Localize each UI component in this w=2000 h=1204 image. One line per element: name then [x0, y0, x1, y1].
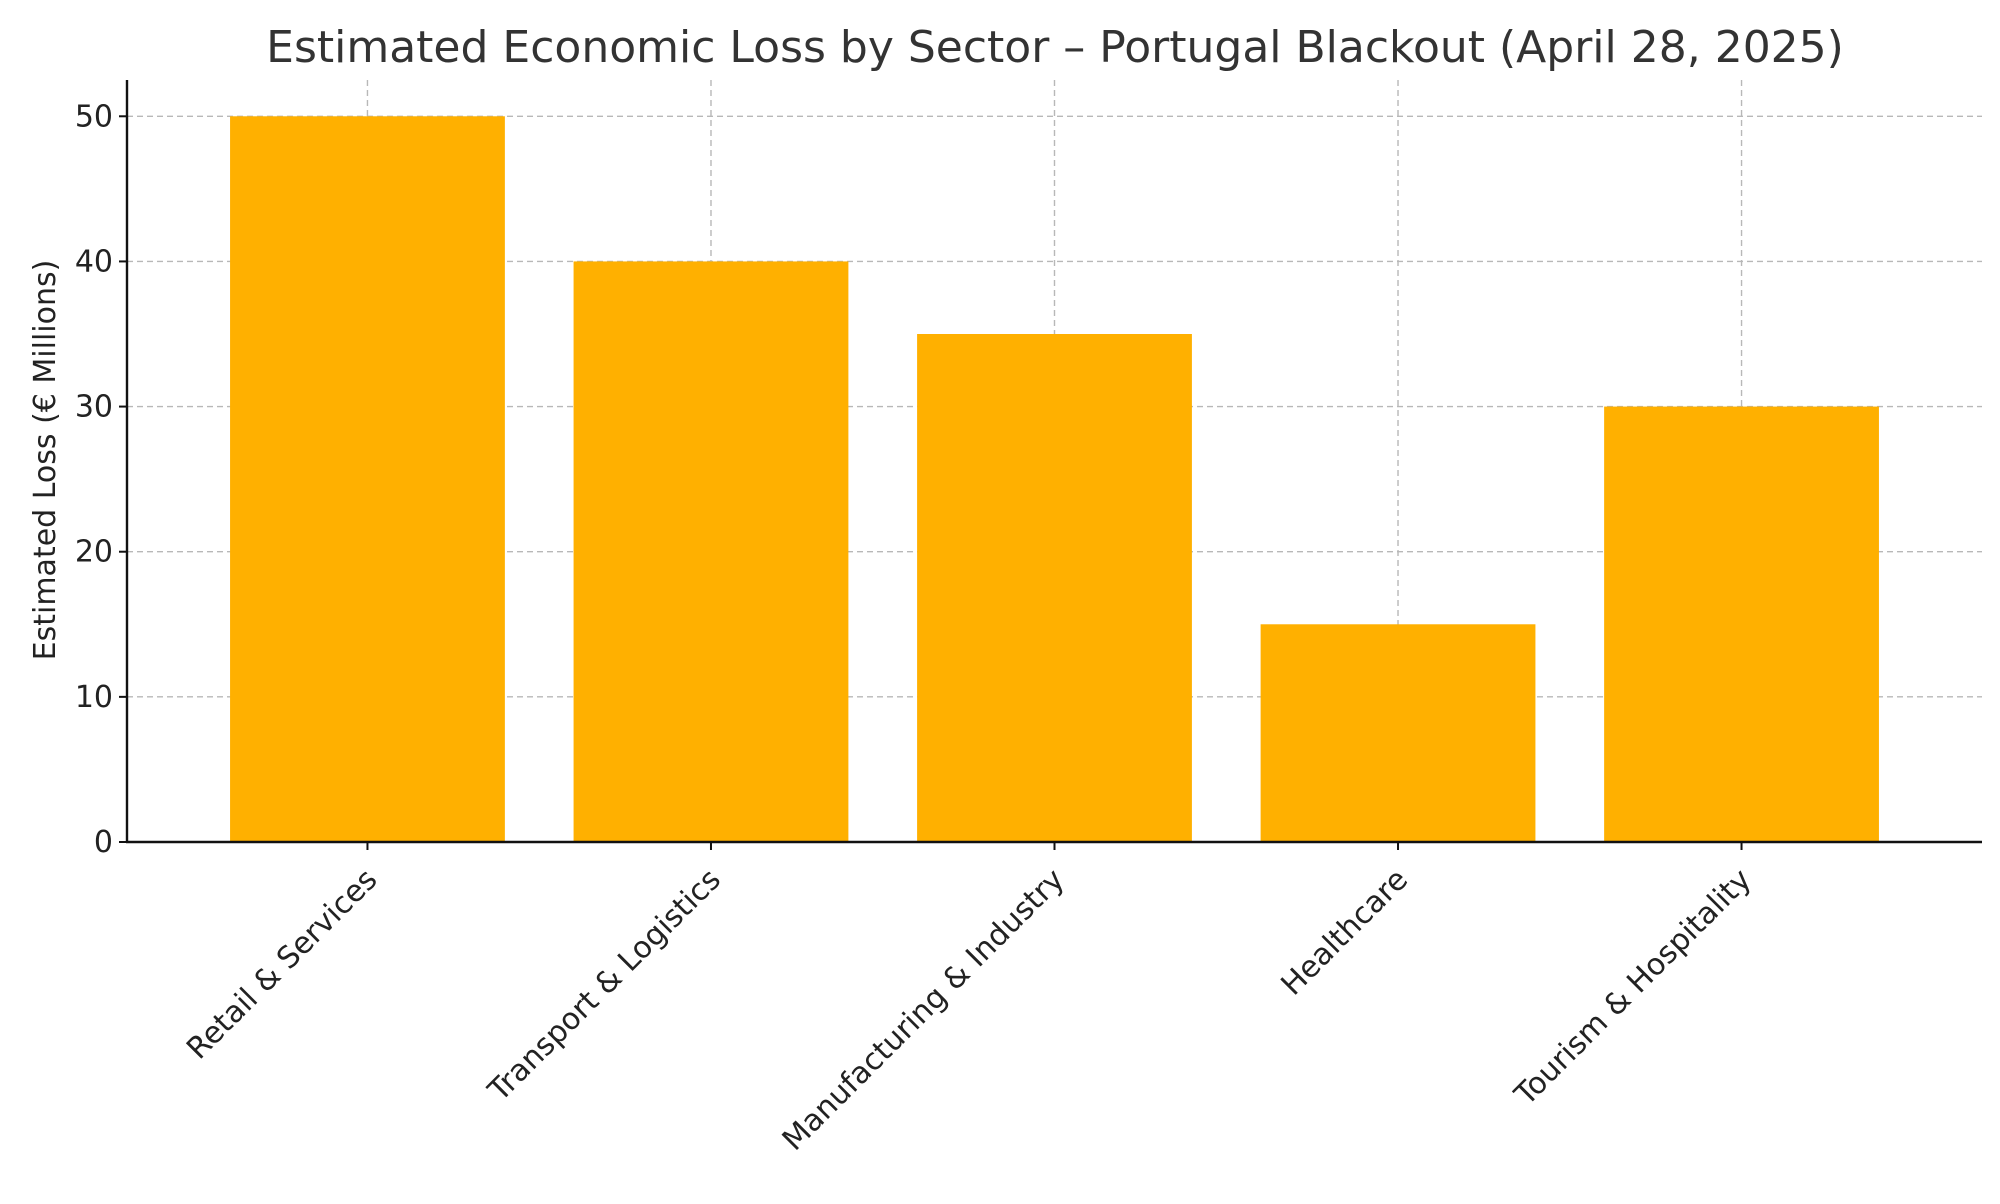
- bar: [917, 334, 1192, 842]
- y-axis-label: Estimated Loss (€ Millions): [28, 260, 63, 661]
- y-tick-label: 30: [75, 390, 113, 425]
- bars: [230, 116, 1879, 843]
- y-tick-label: 50: [75, 99, 113, 134]
- x-tick-label: Tourism & Hospitality: [1508, 862, 1759, 1113]
- bar: [573, 261, 849, 842]
- chart-title: Estimated Economic Loss by Sector – Port…: [266, 22, 1844, 73]
- x-tick-label: Manufacturing & Industry: [776, 862, 1072, 1158]
- x-tick-label: Healthcare: [1275, 862, 1415, 1002]
- bar: [1604, 406, 1879, 842]
- x-tick-label: Retail & Services: [180, 862, 384, 1066]
- axes: [119, 80, 1982, 850]
- y-tick-label: 40: [75, 244, 113, 279]
- x-tick-label: Transport & Logistics: [481, 862, 728, 1109]
- y-tick-label: 10: [75, 680, 113, 715]
- bar: [230, 116, 505, 843]
- y-tick-label: 20: [75, 535, 113, 570]
- bar: [1260, 624, 1536, 842]
- y-tick-label: 0: [94, 825, 113, 860]
